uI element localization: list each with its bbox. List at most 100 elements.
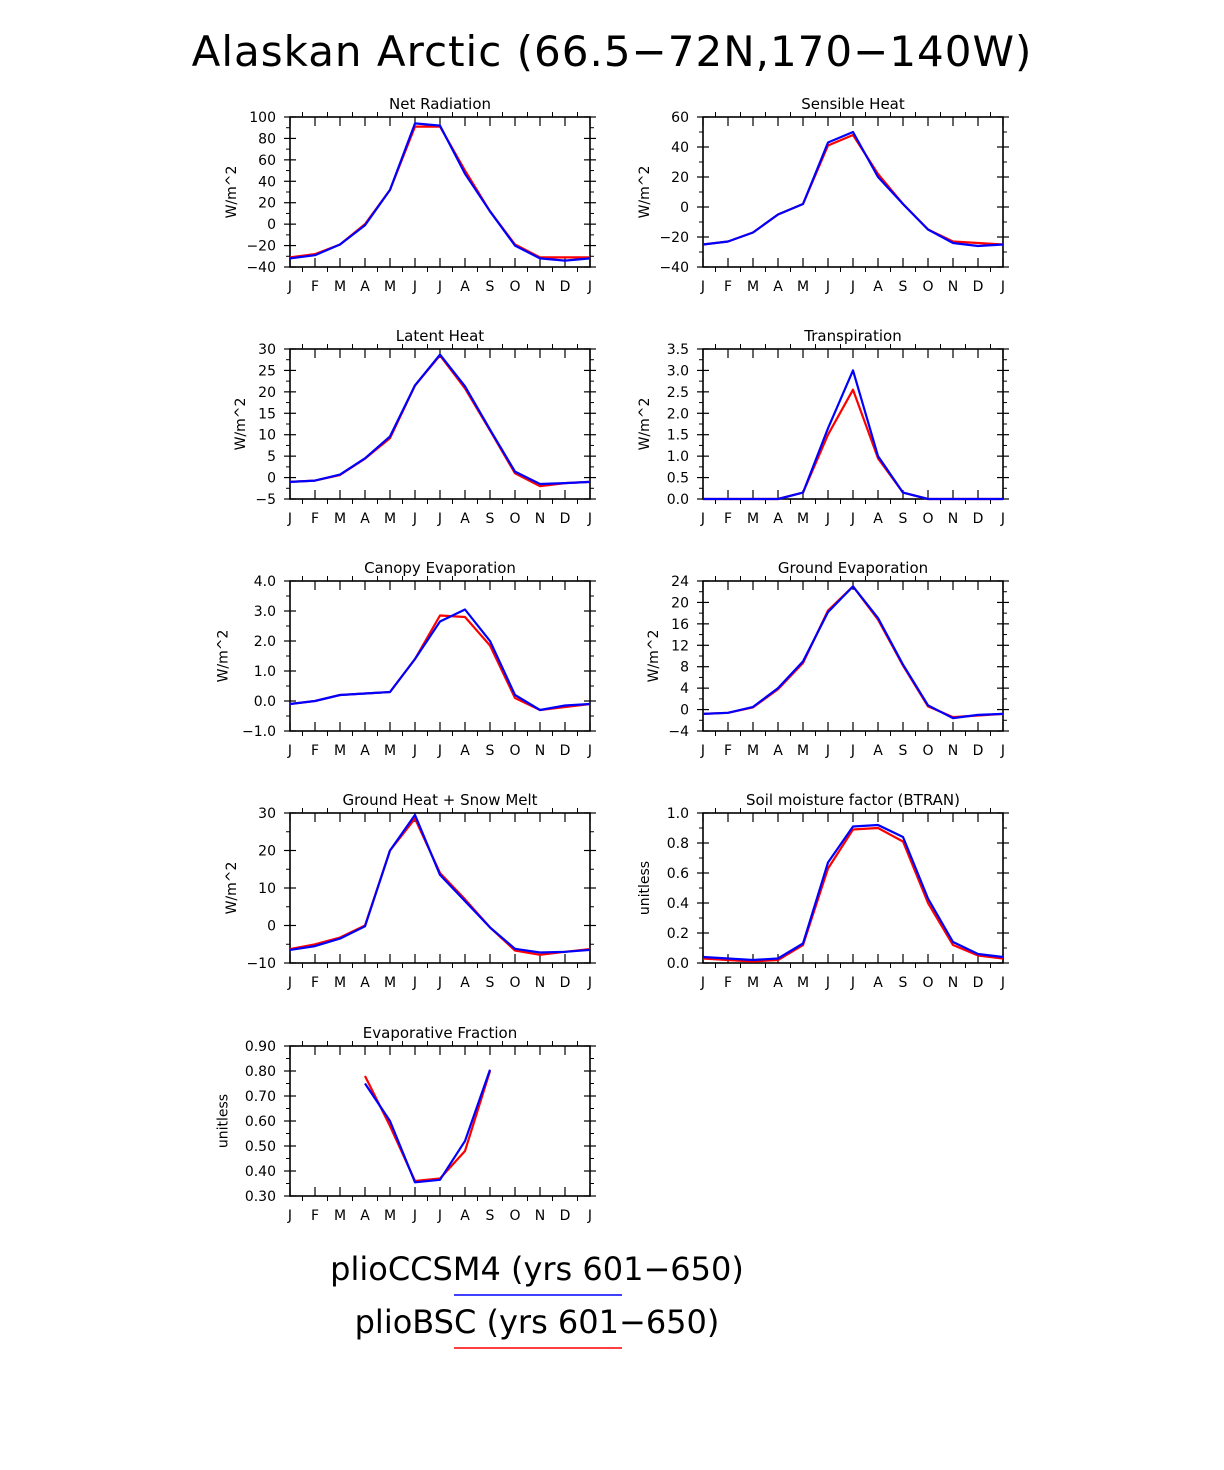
panel-title: Ground Heat + Snow Melt [342, 791, 537, 809]
x-tick-label: D [973, 975, 984, 991]
x-tick-label: J [412, 1208, 417, 1224]
y-tick-label: 20 [258, 196, 276, 212]
x-tick-label: S [899, 975, 908, 991]
x-tick-label: S [486, 511, 495, 527]
y-tick-label: 0.60 [245, 1114, 276, 1130]
y-tick-label: −40 [659, 260, 689, 276]
y-tick-label: 0 [267, 919, 276, 935]
x-tick-label: S [899, 511, 908, 527]
y-tick-label: 0.70 [245, 1089, 276, 1105]
x-tick-label: A [360, 279, 370, 295]
y-tick-label: 3.0 [254, 604, 276, 620]
x-tick-label: A [460, 511, 470, 527]
series-line-plioBSC [289, 817, 591, 956]
legend: plioCCSM4 (yrs 601−650) plioBSC (yrs 601… [330, 1250, 744, 1349]
figure-title: Alaskan Arctic (66.5−72N,170−140W) [192, 27, 1033, 76]
x-tick-label: J [850, 279, 855, 295]
x-tick-label: M [384, 743, 396, 759]
x-tick-label: F [311, 511, 319, 527]
series-line-plioCCSM4 [289, 813, 591, 954]
y-tick-label: 24 [671, 574, 689, 590]
x-tick-label: F [311, 1208, 319, 1224]
x-tick-label: O [509, 511, 520, 527]
x-tick-label: J [700, 511, 705, 527]
x-tick-label: J [700, 975, 705, 991]
x-tick-label: M [797, 511, 809, 527]
y-axis-label: W/m^2 [637, 166, 653, 219]
x-tick-label: J [1000, 511, 1005, 527]
panel-title: Ground Evaporation [778, 559, 928, 577]
series-line-plioCCSM4 [702, 823, 1004, 962]
x-tick-label: J [437, 511, 442, 527]
x-tick-label: A [873, 279, 883, 295]
y-tick-label: 25 [258, 363, 276, 379]
x-tick-label: J [287, 1208, 292, 1224]
y-tick-label: 0.2 [667, 926, 689, 942]
y-tick-label: 0 [680, 200, 689, 216]
x-tick-label: A [360, 1208, 370, 1224]
x-tick-label: J [287, 279, 292, 295]
y-tick-label: 3.5 [667, 342, 689, 358]
x-tick-label: S [486, 1208, 495, 1224]
x-tick-label: O [509, 743, 520, 759]
y-tick-label: −20 [246, 239, 276, 255]
x-tick-label: J [1000, 975, 1005, 991]
y-tick-label: 0 [267, 471, 276, 487]
x-tick-label: F [724, 279, 732, 295]
x-tick-label: M [747, 511, 759, 527]
y-tick-label: 30 [258, 806, 276, 822]
y-tick-label: 2.0 [667, 406, 689, 422]
x-tick-label: D [560, 279, 571, 295]
y-tick-label: −10 [246, 956, 276, 972]
x-tick-label: O [922, 743, 933, 759]
y-tick-label: 0.80 [245, 1064, 276, 1080]
series-line-plioBSC [702, 133, 1004, 246]
panel-title: Canopy Evaporation [364, 559, 516, 577]
y-tick-label: −1.0 [242, 724, 276, 740]
x-tick-label: A [773, 279, 783, 295]
x-tick-label: N [535, 511, 545, 527]
y-tick-label: 20 [258, 385, 276, 401]
x-tick-label: J [825, 743, 830, 759]
series-line-plioBSC [702, 826, 1004, 963]
x-tick-label: M [384, 975, 396, 991]
x-tick-label: M [384, 511, 396, 527]
y-axis-label: W/m^2 [224, 862, 240, 915]
y-tick-label: 0.0 [667, 492, 689, 508]
panel-title: Latent Heat [396, 327, 485, 345]
y-tick-label: 20 [671, 595, 689, 611]
y-tick-label: −5 [255, 492, 276, 508]
y-tick-label: 20 [258, 844, 276, 860]
x-tick-label: F [724, 743, 732, 759]
x-tick-label: F [724, 511, 732, 527]
x-tick-label: N [948, 279, 958, 295]
x-tick-label: J [587, 1208, 592, 1224]
y-tick-label: −40 [246, 260, 276, 276]
x-tick-label: S [899, 279, 908, 295]
y-tick-label: 0.0 [254, 694, 276, 710]
panel-title: Transpiration [803, 327, 901, 345]
x-tick-label: J [1000, 279, 1005, 295]
x-tick-label: D [973, 279, 984, 295]
series-line-plioBSC [702, 585, 1004, 719]
y-tick-label: 1.0 [667, 449, 689, 465]
x-tick-label: A [873, 743, 883, 759]
x-tick-label: J [850, 975, 855, 991]
panel-title: Net Radiation [389, 95, 491, 113]
y-tick-label: 0.4 [667, 896, 689, 912]
y-tick-label: 1.5 [667, 428, 689, 444]
x-tick-label: D [560, 743, 571, 759]
y-tick-label: 0 [267, 217, 276, 233]
y-axis-label: W/m^2 [233, 398, 249, 451]
x-tick-label: M [334, 743, 346, 759]
y-axis-label: W/m^2 [646, 630, 662, 683]
y-tick-label: 0.40 [245, 1164, 276, 1180]
x-tick-label: J [287, 511, 292, 527]
y-tick-label: −4 [668, 724, 689, 740]
series-line-plioCCSM4 [289, 608, 591, 712]
